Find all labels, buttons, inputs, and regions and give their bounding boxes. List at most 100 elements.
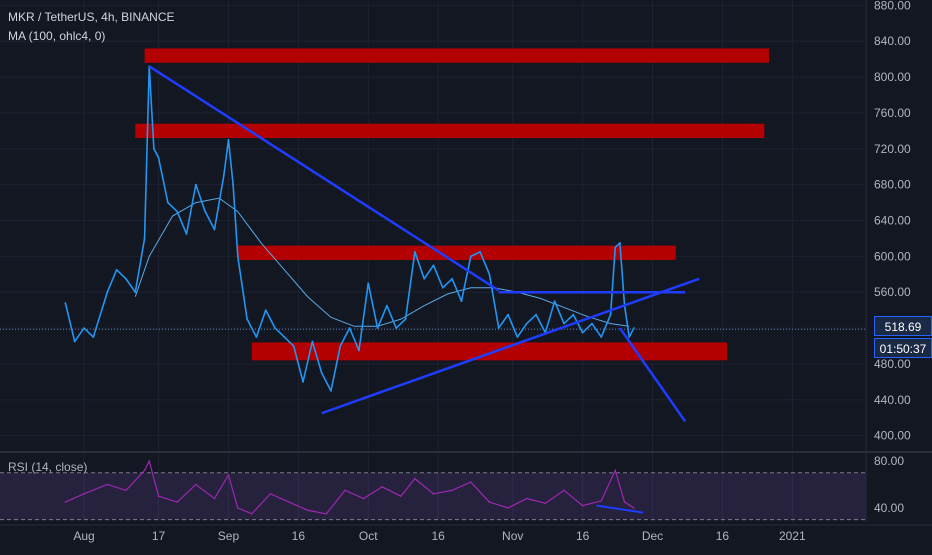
price-point <box>204 210 207 213</box>
symbol-legend: MKR / TetherUS, 4h, BINANCE <box>8 10 175 24</box>
countdown-tag: 01:50:37 <box>874 338 932 358</box>
rsi-point <box>581 504 584 507</box>
rsi-point <box>507 507 509 509</box>
sr-zone-3[interactable] <box>251 342 728 361</box>
rsi-point <box>227 474 230 476</box>
sr-zone-2[interactable] <box>237 245 676 260</box>
price-point <box>92 336 95 338</box>
trendline-0[interactable] <box>148 65 500 292</box>
y-tick-label: 840.00 <box>874 34 911 48</box>
price-point <box>115 268 118 271</box>
rsi-point <box>125 489 127 492</box>
rsi-point <box>176 501 178 503</box>
x-tick-label: 2021 <box>779 529 806 543</box>
price-point <box>423 277 426 280</box>
rsi-point <box>544 502 547 505</box>
x-tick-label: Oct <box>359 529 378 543</box>
price-point <box>479 250 481 253</box>
y-tick-label: 800.00 <box>874 70 911 84</box>
rsi-point <box>288 501 290 503</box>
ma-legend: MA (100, ohlc4, 0) <box>8 29 106 43</box>
x-tick-label: Aug <box>73 529 94 543</box>
y-tick-label: 560.00 <box>874 285 911 299</box>
rsi-point <box>325 512 328 515</box>
y-tick-label: 400.00 <box>874 429 911 443</box>
price-point <box>563 322 565 325</box>
x-tick-label: 17 <box>152 529 166 543</box>
rsi-point <box>148 460 151 462</box>
rsi-point <box>400 495 402 498</box>
price-point <box>143 237 146 240</box>
price-point <box>632 327 635 329</box>
price-point <box>628 336 631 338</box>
y-tick-label: 640.00 <box>874 214 911 228</box>
price-point <box>106 291 109 294</box>
price-point <box>581 331 584 334</box>
rsi-point <box>525 497 528 500</box>
price-point <box>404 318 407 321</box>
price-point <box>227 138 230 141</box>
price-point <box>134 291 137 294</box>
price-point <box>125 277 127 280</box>
rsi-point <box>488 501 491 503</box>
price-point <box>176 210 179 213</box>
price-point <box>185 233 188 235</box>
price-point <box>348 327 351 329</box>
x-tick-label: Dec <box>642 529 663 543</box>
price-point <box>311 340 314 343</box>
x-tick-label: Nov <box>502 529 523 543</box>
price-point <box>609 313 612 316</box>
y-tick-label: 720.00 <box>874 142 911 156</box>
rsi-legend: RSI (14, close) <box>8 460 88 474</box>
price-point <box>222 174 225 177</box>
rsi-point <box>414 477 416 480</box>
price-point <box>264 309 267 312</box>
price-point <box>283 336 286 338</box>
rsi-trendline-0[interactable] <box>596 504 644 514</box>
price-point <box>83 327 85 329</box>
y-tick-label: 600.00 <box>874 249 911 263</box>
price-point <box>619 242 621 244</box>
price-point <box>460 300 463 303</box>
x-tick-label: 16 <box>431 529 445 543</box>
rsi-point <box>362 497 365 500</box>
price-point <box>441 286 444 289</box>
x-tick-label: 16 <box>716 529 730 543</box>
rsi-point <box>213 497 216 500</box>
trendline-1[interactable] <box>618 327 687 423</box>
price-point <box>413 250 416 253</box>
price-point <box>507 313 509 316</box>
price-point <box>232 183 235 186</box>
price-point <box>255 336 258 338</box>
y-tick-label: 880.00 <box>874 0 911 12</box>
price-point <box>292 345 295 347</box>
price-point <box>591 322 593 325</box>
rsi-point <box>344 489 346 492</box>
rsi-band <box>0 472 866 520</box>
price-point <box>376 327 379 329</box>
y-tick-label: 680.00 <box>874 178 911 192</box>
rsi-tick-label: 40.00 <box>874 501 904 515</box>
rsi-point <box>469 481 472 483</box>
rsi-point <box>623 501 626 503</box>
rsi-point <box>600 500 603 502</box>
sr-zone-0[interactable] <box>144 48 770 63</box>
x-tick-label: Sep <box>218 529 240 543</box>
sr-zone-1[interactable] <box>135 123 765 139</box>
price-point <box>236 255 239 258</box>
rsi-point <box>269 493 272 495</box>
price-point <box>451 277 454 280</box>
price-point <box>157 156 160 159</box>
rsi-point <box>451 489 453 492</box>
trendline-2[interactable] <box>321 277 700 415</box>
price-point <box>213 228 216 231</box>
price-point <box>367 282 370 285</box>
rsi-point <box>236 507 239 509</box>
price-point <box>153 147 155 150</box>
rsi-point <box>614 469 617 472</box>
price-point <box>516 336 519 338</box>
ma-line <box>134 197 630 327</box>
price-point <box>358 349 360 352</box>
